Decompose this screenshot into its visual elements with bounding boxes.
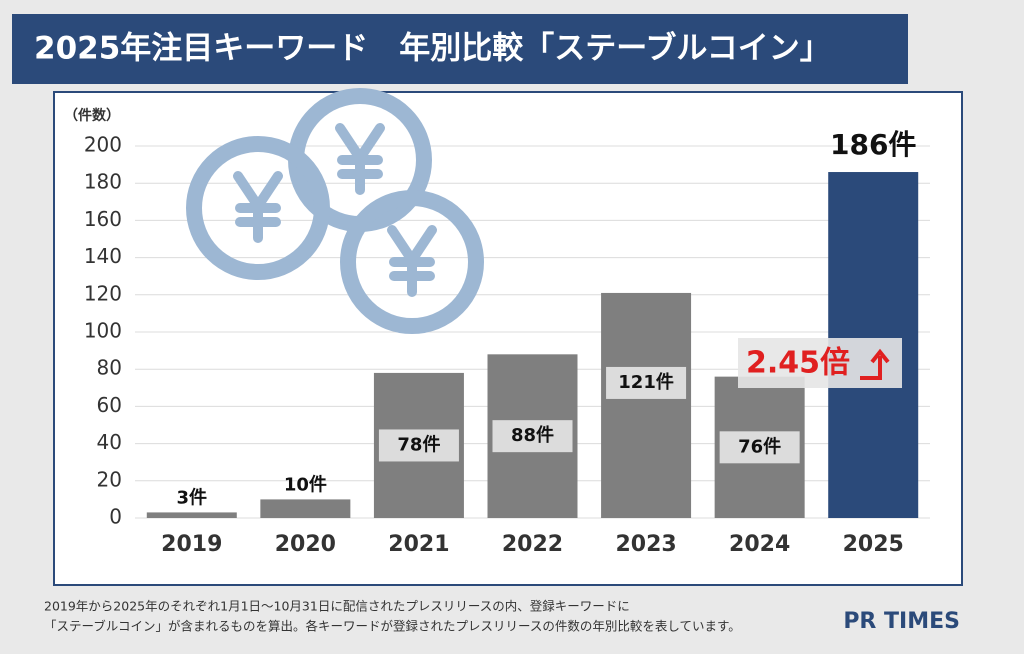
x-tick-label: 2019 [161, 532, 222, 557]
data-label-box [492, 420, 573, 453]
x-tick-label: 2024 [729, 532, 790, 557]
bar [601, 292, 692, 518]
data-label: 186件 [830, 128, 916, 161]
data-label-box [719, 431, 800, 464]
data-label: 88件 [511, 424, 554, 446]
data-label: 76件 [738, 435, 781, 457]
y-tick-label: 140 [84, 244, 122, 268]
data-label: 78件 [397, 433, 440, 455]
data-label-box [606, 366, 687, 399]
footnote: 2019年から2025年のそれぞれ1月1日〜10月31日に配信されたプレスリリー… [44, 599, 630, 614]
y-tick-label: 20 [97, 467, 122, 491]
footnote: 「ステーブルコイン」が含まれるものを算出。各キーワードが登録されたプレスリリース… [44, 619, 741, 634]
y-tick-label: 160 [84, 207, 122, 231]
x-tick-label: 2023 [615, 532, 676, 557]
logo: PR TIMES [843, 609, 960, 634]
y-tick-label: 120 [84, 281, 122, 305]
y-axis-label: （件数） [64, 107, 120, 124]
chart-title: 2025年注目キーワード 年別比較「ステーブルコイン」 [34, 31, 831, 67]
y-tick-label: 80 [97, 356, 122, 380]
y-tick-label: 60 [97, 393, 122, 417]
data-label-box [378, 429, 459, 462]
x-tick-label: 2020 [275, 532, 336, 557]
data-label: 10件 [284, 473, 327, 495]
plot-area: 0 20 40 60 80 100 120 140 160 180 200 2019 3件 2020 10件… [84, 128, 930, 557]
x-tick-label: 2021 [388, 532, 449, 557]
bar [146, 512, 237, 518]
data-label: 3件 [177, 486, 208, 508]
y-tick-label: 0 [109, 505, 122, 529]
annotation: 2.45倍 [746, 346, 850, 381]
annotation-group: 2.45倍 [738, 338, 902, 388]
bar [260, 499, 351, 518]
y-tick-label: 200 [84, 133, 122, 157]
coin-illustration [186, 88, 484, 334]
y-tick-label: 40 [97, 430, 122, 454]
y-tick-label: 180 [84, 170, 122, 194]
x-tick-label: 2022 [502, 532, 563, 557]
annotation-arrow [860, 348, 890, 380]
data-label: 121件 [618, 371, 674, 393]
x-tick-label: 2025 [843, 532, 904, 557]
title-banner [12, 14, 908, 84]
y-tick-label: 100 [84, 319, 122, 343]
